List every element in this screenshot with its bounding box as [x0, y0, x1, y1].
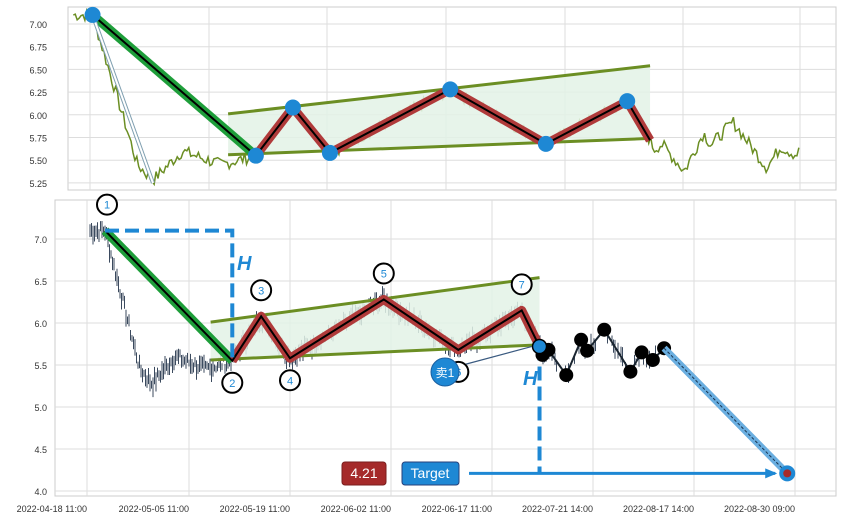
- pivot-label: 4: [287, 375, 293, 387]
- pivot-label-circle: [221, 371, 244, 394]
- target-marker-core: [783, 469, 792, 478]
- pivot-marker: [442, 81, 459, 98]
- post-breakout-point: [580, 343, 595, 358]
- zigzag-line: [104, 229, 541, 363]
- pivot-label-circle: [372, 262, 395, 285]
- top-ytick-label: 7.00: [29, 20, 47, 30]
- xtick-label: 2022-05-19 11:00: [220, 504, 290, 514]
- top-ytick-label: 6.25: [29, 88, 47, 98]
- bottom-ytick-label: 7.0: [34, 235, 47, 245]
- target-label-text: Target: [411, 465, 450, 481]
- xtick-label: 2022-06-17 11:00: [422, 504, 492, 514]
- triangle-fill: [210, 277, 540, 360]
- xtick-label: 2022-07-21 14:00: [522, 504, 593, 514]
- top-ytick-label: 5.25: [29, 179, 47, 189]
- target-arrow-head: [765, 468, 778, 479]
- bottom-panel: 4.0 4.5 5.0 5.5 6.0 6.5 7.0 2022-04-18 11:00 202…: [17, 193, 837, 514]
- pivot-label-circle: [510, 273, 533, 296]
- bottom-ytick-label: 6.0: [34, 319, 47, 329]
- pivot-marker: [247, 147, 264, 164]
- xtick-label: 2022-08-30 09:00: [724, 504, 795, 514]
- pivot-label: 2: [229, 378, 235, 390]
- post-breakout-point: [597, 322, 612, 337]
- bottom-ytick-label: 4.5: [34, 445, 47, 455]
- height-label-right: H: [523, 368, 538, 390]
- triangle-fill: [228, 65, 651, 155]
- lower-trendline: [210, 343, 540, 362]
- pivot-label: 3: [258, 285, 264, 297]
- height-measure-left: [105, 228, 235, 361]
- pivot-label: 1: [104, 200, 110, 212]
- bottom-ytick-label: 5.5: [34, 361, 47, 371]
- bottom-ytick-label: 6.5: [34, 277, 47, 287]
- top-ytick-label: 5.75: [29, 134, 47, 144]
- pivot-marker: [537, 135, 554, 152]
- post-breakout-point: [559, 368, 574, 383]
- top-ytick-label: 6.00: [29, 111, 47, 121]
- pivot-label: 5: [381, 268, 387, 280]
- pivot-marker: [284, 99, 301, 116]
- top-ytick-label: 5.50: [29, 156, 47, 166]
- target-value-text: 4.21: [350, 465, 377, 481]
- top-ytick-label: 6.75: [29, 43, 47, 53]
- top-ytick-label: 6.50: [29, 65, 47, 75]
- xtick-label: 2022-05-05 11:00: [119, 504, 189, 514]
- xtick-label: 2022-08-17 14:00: [623, 504, 694, 514]
- pivot-label-circle: [250, 279, 273, 302]
- xtick-label: 2022-04-18 11:00: [17, 504, 87, 514]
- target-badge: Target: [401, 461, 460, 486]
- target-value-badge: 4.21: [341, 461, 387, 486]
- sell-marker: 卖1: [430, 357, 460, 387]
- overlay: 4.21 Target H H 卖1: [237, 253, 538, 486]
- zigzag-line: [91, 14, 651, 158]
- post-breakout-point: [574, 332, 589, 347]
- xtick-label: 2022-06-02 11:00: [321, 504, 391, 514]
- height-label-left: H: [237, 253, 252, 275]
- pivot-label-circle: [279, 369, 301, 392]
- pivot-marker: [84, 6, 101, 23]
- bottom-ytick-label: 4.0: [34, 487, 47, 497]
- sell-label: 卖1: [436, 366, 455, 380]
- breakout-marker: [531, 338, 548, 355]
- pivot-marker: [321, 144, 338, 161]
- post-breakout-point: [623, 364, 638, 379]
- pivot-marker: [619, 93, 636, 110]
- top-panel: 5.25 5.50 5.75 6.00 6.25 6.50 6.75 7.00: [29, 6, 837, 191]
- lower-trendline: [228, 136, 651, 157]
- post-breakout-point: [645, 352, 660, 367]
- post-breakout-point: [634, 345, 649, 360]
- projection-line: [663, 347, 788, 474]
- pivot-label-circle: [96, 193, 118, 216]
- pivot-label: 7: [519, 279, 525, 291]
- drop-arrow: [91, 14, 154, 184]
- sell-arrow: [458, 345, 532, 367]
- bottom-ytick-label: 5.0: [34, 403, 47, 413]
